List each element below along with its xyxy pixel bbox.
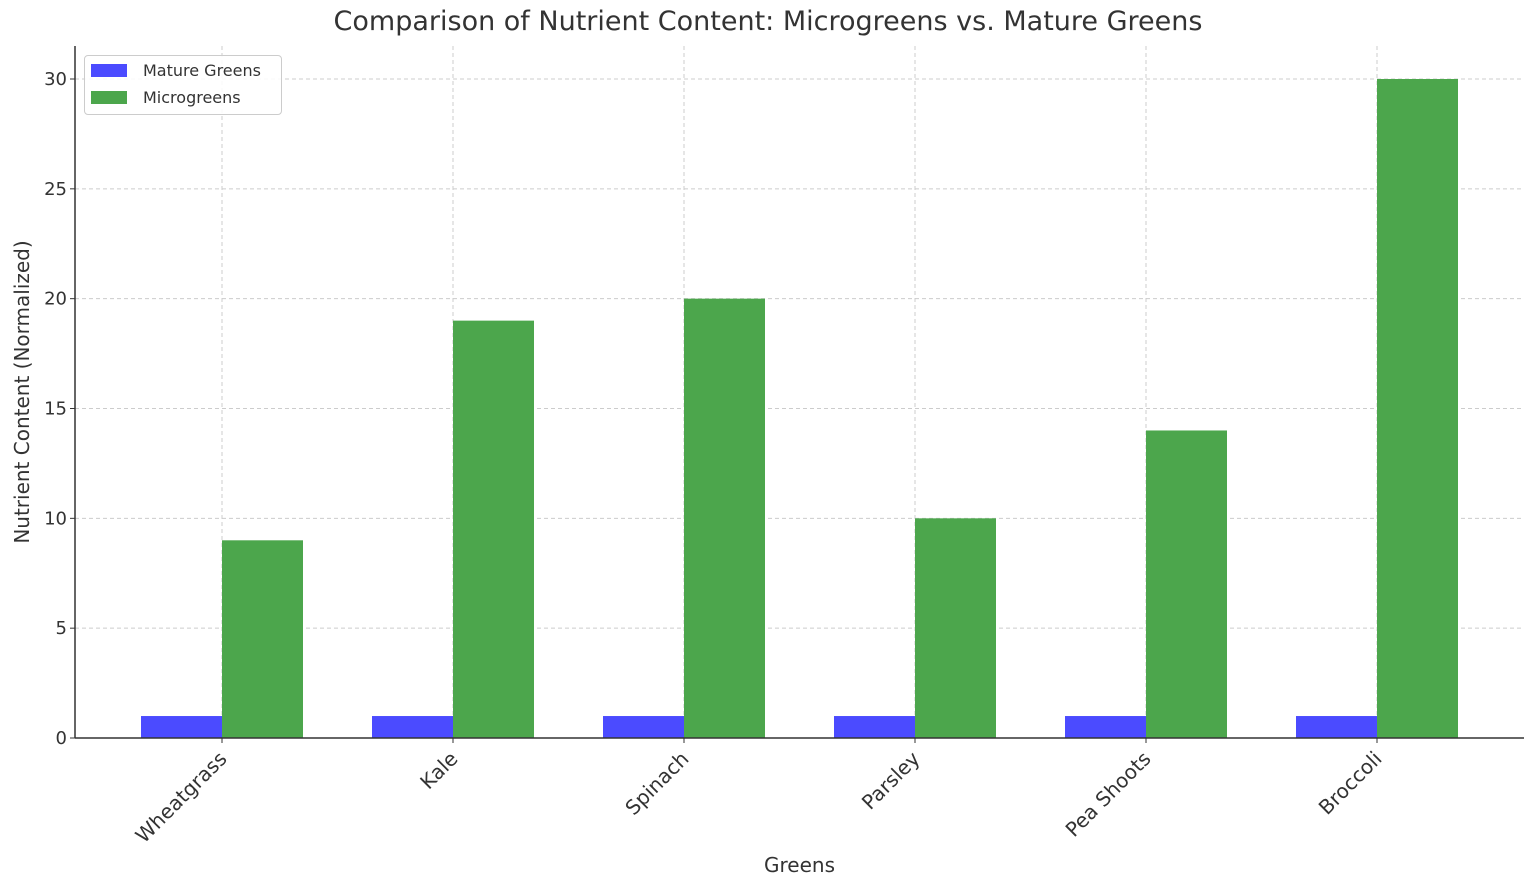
x-tick-label: Pea Shoots [1061, 747, 1156, 842]
y-tick-label: 30 [44, 69, 67, 90]
bar-mature-greens [603, 716, 684, 738]
legend-item-microgreens: Microgreens [91, 87, 241, 107]
x-tick-label: Parsley [857, 746, 925, 814]
bar-microgreens [453, 320, 534, 738]
legend-item-mature-greens: Mature Greens [91, 60, 261, 80]
bar-microgreens [222, 540, 303, 738]
legend-swatch-mature-greens [91, 63, 127, 77]
bar-mature-greens [834, 716, 915, 738]
bar-mature-greens [1065, 716, 1146, 738]
y-tick-label: 25 [44, 179, 67, 200]
bar-microgreens [915, 518, 996, 738]
y-tick-label: 0 [56, 728, 67, 749]
bar-microgreens [1377, 79, 1458, 738]
bar-microgreens [684, 298, 765, 738]
x-tick-label: Kale [415, 747, 462, 794]
y-tick-label: 10 [44, 508, 67, 529]
legend-label: Microgreens [143, 87, 241, 107]
x-axis-label: Greens [764, 853, 835, 877]
x-tick-label: Wheatgrass [131, 747, 232, 848]
bar-mature-greens [372, 716, 453, 738]
legend-label: Mature Greens [143, 60, 261, 80]
legend: Mature Greens Microgreens [84, 55, 282, 115]
y-tick-label: 20 [44, 289, 67, 310]
y-tick-label: 15 [44, 399, 67, 420]
legend-swatch-microgreens [91, 90, 127, 104]
bar-microgreens [1146, 430, 1227, 738]
bar-mature-greens [1296, 716, 1377, 738]
y-axis-label: Nutrient Content (Normalized) [10, 240, 34, 544]
y-tick-label: 5 [56, 618, 67, 639]
x-tick-label: Broccoli [1314, 747, 1387, 820]
bar-mature-greens [141, 716, 222, 738]
x-tick-label: Spinach [620, 747, 693, 820]
chart-title: Comparison of Nutrient Content: Microgre… [333, 6, 1203, 37]
